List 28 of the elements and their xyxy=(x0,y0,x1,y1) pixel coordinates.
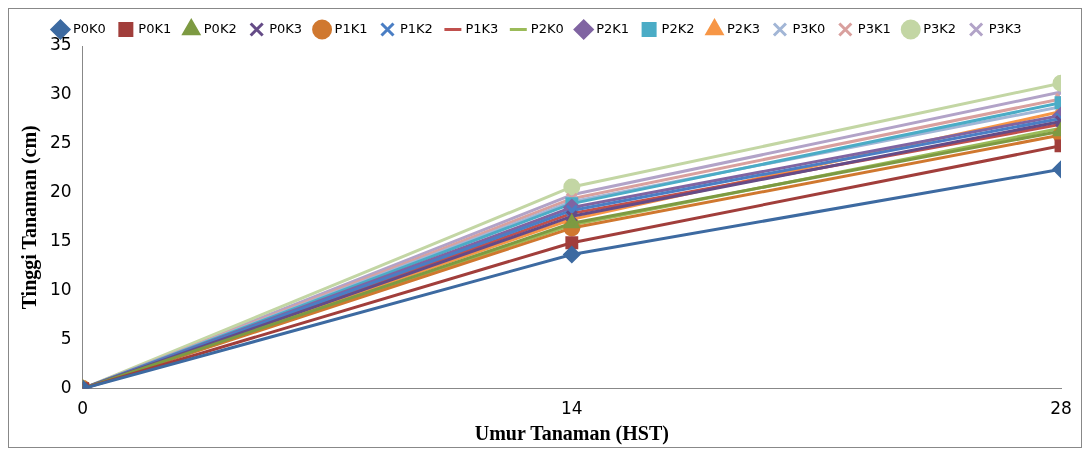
legend-label: P2K1 xyxy=(596,20,630,36)
legend-label: P1K1 xyxy=(334,20,368,36)
legend-label: P2K2 xyxy=(661,20,695,36)
legend-label: P3K1 xyxy=(857,20,891,36)
legend-label: P3K3 xyxy=(988,20,1022,36)
y-tick-label: 25 xyxy=(49,132,72,153)
legend-label: P0K3 xyxy=(269,20,303,36)
x-tick-label: 28 xyxy=(1050,398,1072,419)
y-tick-label: 5 xyxy=(60,328,72,349)
y-tick-label: 35 xyxy=(49,34,72,55)
x-axis-title: Umur Tanaman (HST) xyxy=(474,422,669,446)
y-tick-label: 20 xyxy=(49,181,72,202)
legend-label: P1K3 xyxy=(465,20,499,36)
legend-label: P0K1 xyxy=(138,20,172,36)
legend-label: P0K0 xyxy=(72,20,106,36)
legend-label: P0K2 xyxy=(203,20,237,36)
y-tick-label: 15 xyxy=(49,230,72,251)
legend-label: P3K2 xyxy=(923,20,957,36)
y-tick-label: 10 xyxy=(49,279,72,300)
y-axis-title: Tinggi Tanaman (cm) xyxy=(18,125,42,310)
y-tick-label: 0 xyxy=(60,377,72,398)
legend-label: P1K2 xyxy=(399,20,433,36)
x-tick-label: 14 xyxy=(561,398,583,419)
legend-label: P2K0 xyxy=(530,20,564,36)
legend-label: P2K3 xyxy=(727,20,760,36)
legend-label: P3K0 xyxy=(792,20,826,36)
y-tick-label: 30 xyxy=(49,83,72,104)
x-tick-label: 0 xyxy=(77,398,89,419)
